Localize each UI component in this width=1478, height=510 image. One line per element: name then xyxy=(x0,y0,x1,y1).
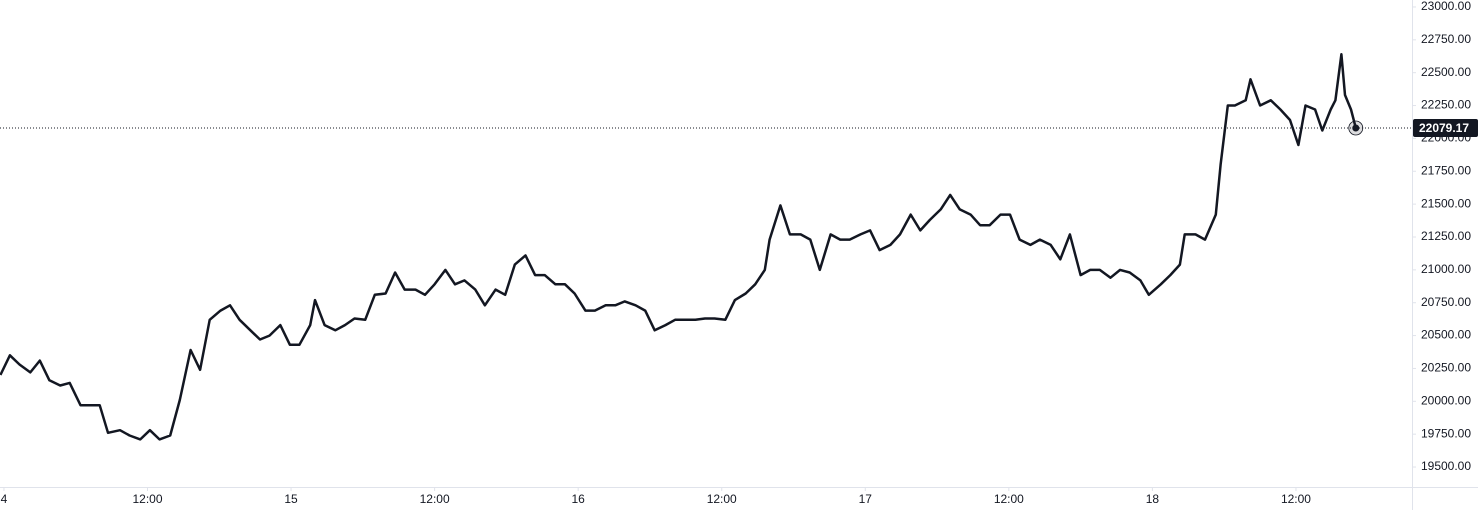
x-tick-label: 12:00 xyxy=(420,492,450,506)
x-tick-label: 12:00 xyxy=(1281,492,1311,506)
x-tick-label: 12:00 xyxy=(707,492,737,506)
y-tick-label: 22500.00 xyxy=(1421,65,1471,79)
y-tick-label: 19500.00 xyxy=(1421,459,1471,473)
y-tick-label: 22750.00 xyxy=(1421,32,1471,46)
last-price-dot xyxy=(1352,124,1360,132)
y-tick-label: 20500.00 xyxy=(1421,328,1471,342)
x-tick-label: 17 xyxy=(859,492,873,506)
y-tick-label: 20250.00 xyxy=(1421,361,1471,375)
y-tick-label: 22250.00 xyxy=(1421,98,1471,112)
y-tick-label: 21500.00 xyxy=(1421,196,1471,210)
x-tick-label: 15 xyxy=(284,492,298,506)
x-tick-label: 12:00 xyxy=(132,492,162,506)
x-tick-label: 12:00 xyxy=(994,492,1024,506)
last-price-box xyxy=(1413,119,1478,138)
y-tick-label: 20000.00 xyxy=(1421,393,1471,407)
price-line xyxy=(0,53,1358,441)
x-tick-label: 4 xyxy=(1,492,8,506)
x-tick-label: 16 xyxy=(571,492,585,506)
y-tick-label: 19750.00 xyxy=(1421,426,1471,440)
last-price-label: 22079.17 xyxy=(1419,121,1469,135)
y-tick-label: 20750.00 xyxy=(1421,295,1471,309)
y-tick-label: 21250.00 xyxy=(1421,229,1471,243)
y-tick-label: 23000.00 xyxy=(1421,0,1471,13)
x-tick-label: 18 xyxy=(1146,492,1160,506)
y-tick-label: 21000.00 xyxy=(1421,262,1471,276)
y-tick-label: 21750.00 xyxy=(1421,163,1471,177)
